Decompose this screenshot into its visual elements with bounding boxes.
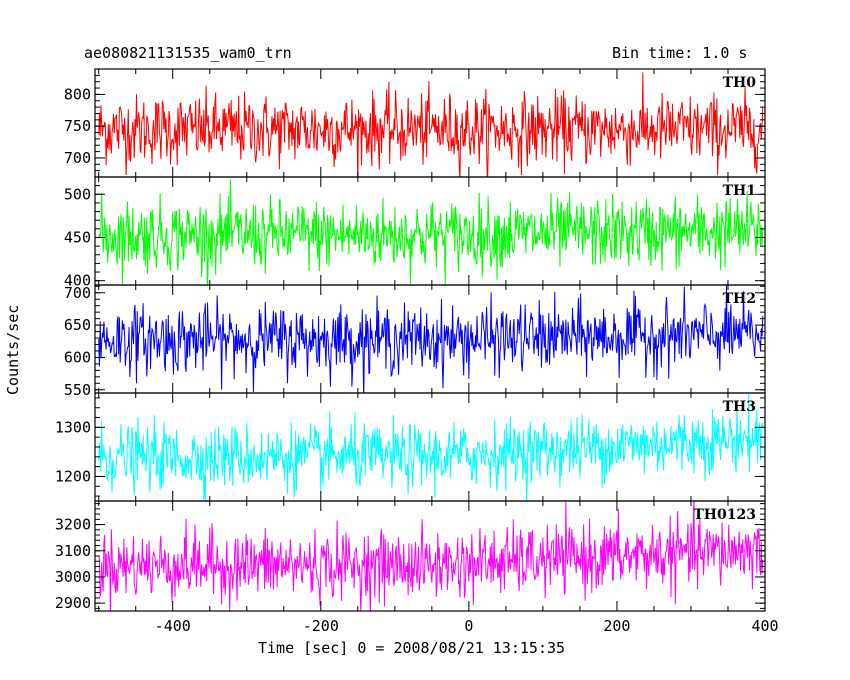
y-tick-label: 1200: [55, 467, 91, 485]
x-tick-label: -200: [303, 617, 339, 635]
y-tick-label: 450: [64, 228, 91, 246]
y-tick-label: 650: [64, 316, 91, 334]
y-tick-label: 400: [64, 272, 91, 290]
x-tick-label: 400: [751, 617, 778, 635]
panel-label-th0123: TH0123: [693, 507, 756, 523]
series-line-th1: [98, 179, 764, 285]
x-tick-label: -400: [155, 617, 191, 635]
series-line-th0123: [98, 501, 764, 611]
y-tick-label: 3000: [55, 568, 91, 586]
y-axis-label: Counts/sec: [4, 304, 22, 395]
panel-label-th3: TH3: [723, 399, 756, 415]
panel-label-th1: TH1: [723, 183, 756, 199]
y-tick-label: 500: [64, 185, 91, 203]
y-tick-label: 2900: [55, 594, 91, 612]
panel-frame-th1: [94, 176, 766, 286]
x-axis-label: Time [sec] 0 = 2008/08/21 13:15:35: [258, 639, 566, 657]
y-tick-label: 600: [64, 348, 91, 366]
panel-label-th0: TH0: [723, 75, 757, 91]
panel-label-th2: TH2: [723, 291, 756, 307]
bin-time-label: Bin time: 1.0 s: [612, 44, 748, 62]
y-tick-label: 700: [64, 284, 91, 302]
y-tick-label: 550: [64, 381, 91, 399]
x-tick-label: 200: [603, 617, 630, 635]
y-tick-label: 3100: [55, 542, 91, 560]
x-tick-label: 0: [464, 617, 473, 635]
y-tick-label: 800: [64, 85, 91, 103]
y-tick-label: 750: [64, 117, 91, 135]
y-tick-label: 700: [64, 149, 91, 167]
series-line-th3: [98, 393, 764, 501]
series-line-th0: [98, 72, 764, 177]
y-tick-label: 3200: [55, 516, 91, 534]
series-line-th2: [98, 285, 764, 393]
y-tick-label: 1300: [55, 418, 91, 436]
chart-title: ae080821131535_wam0_trn: [84, 44, 292, 62]
